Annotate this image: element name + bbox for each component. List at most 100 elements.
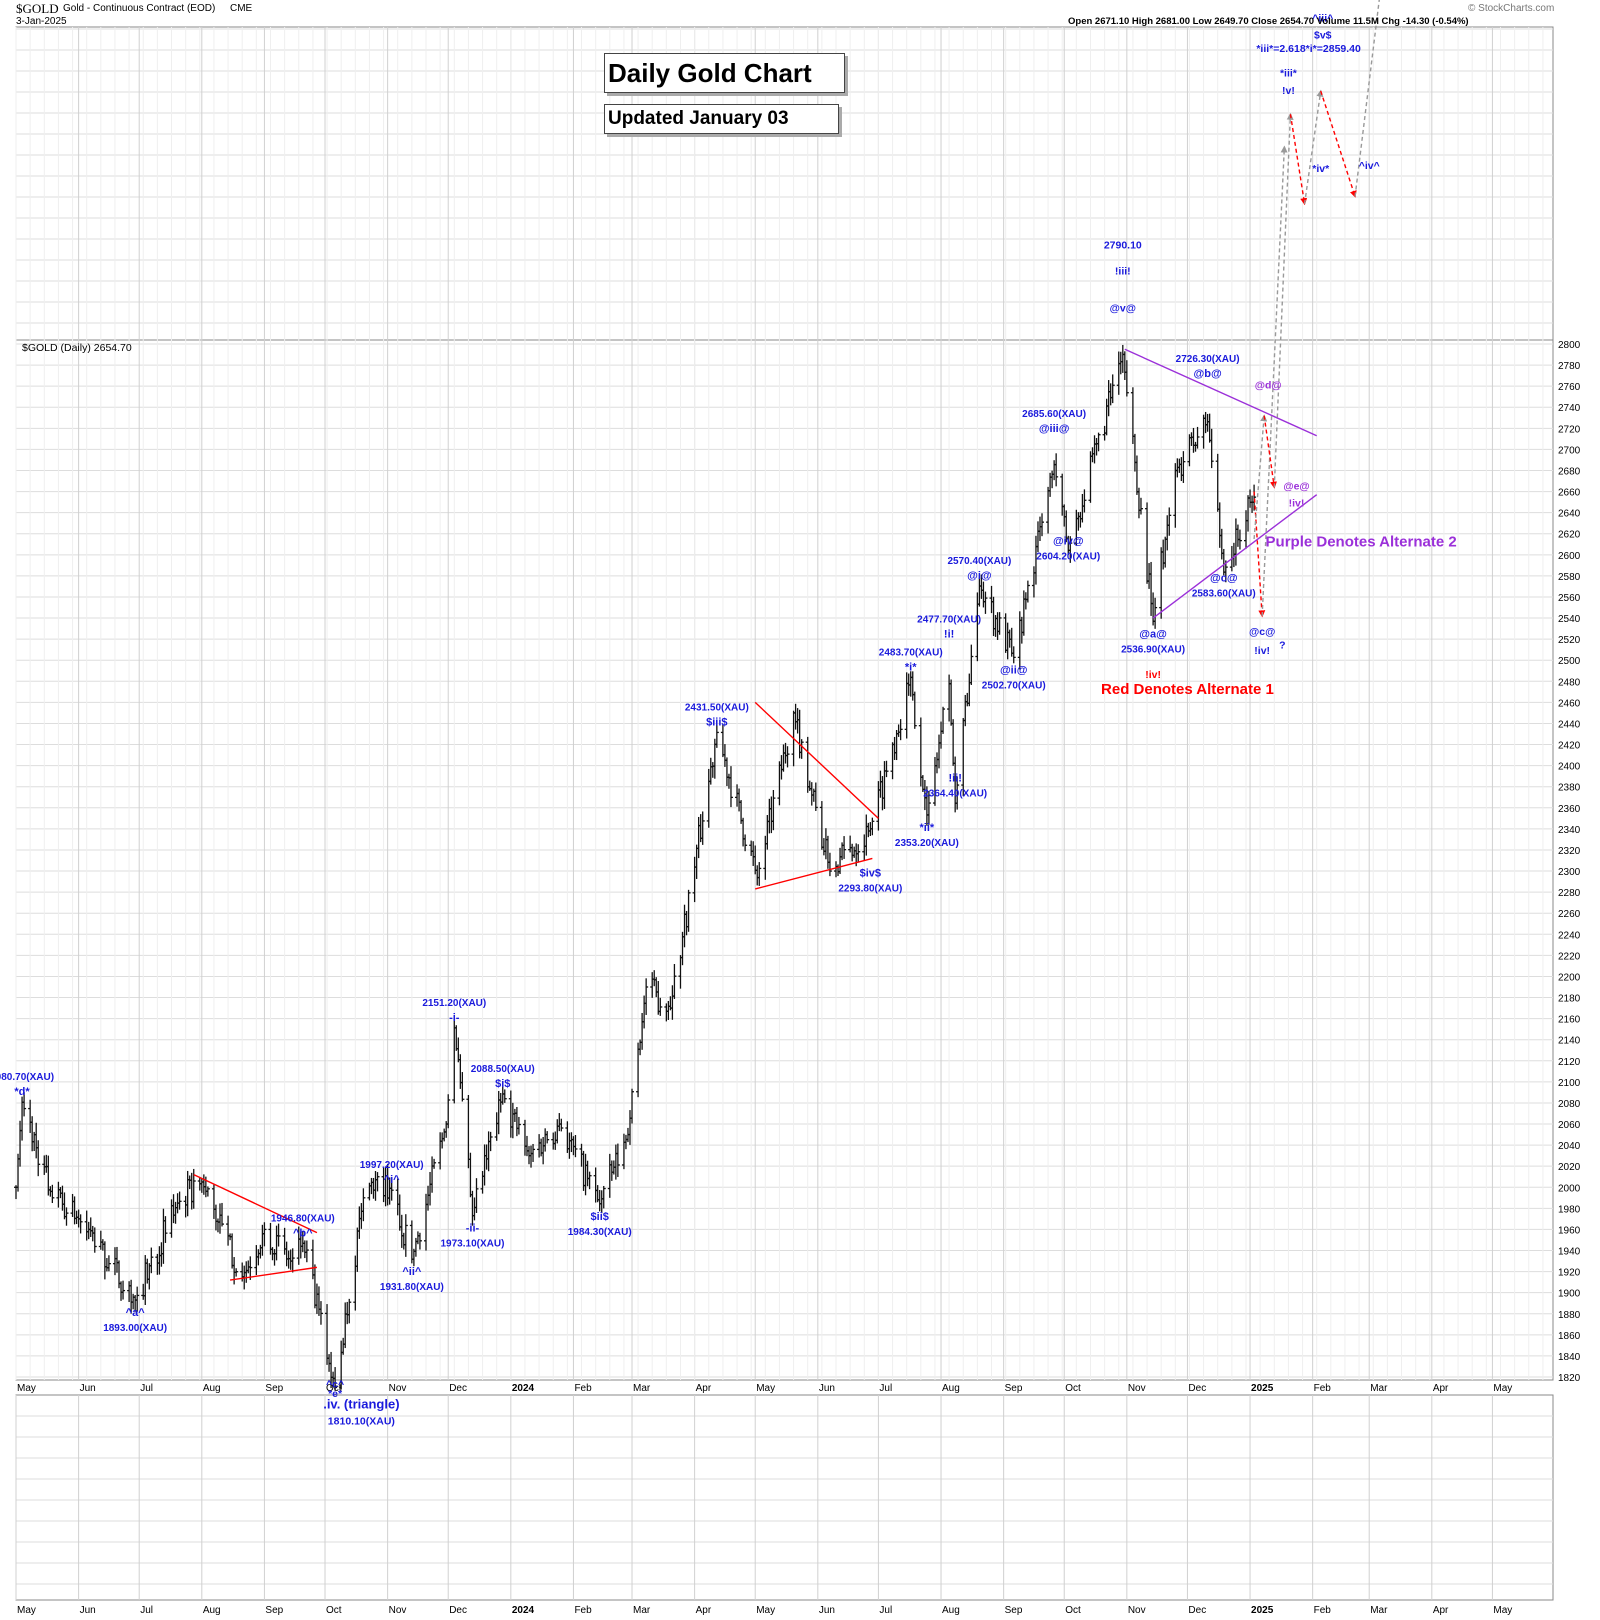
x-tick-label-lower: Dec [1188, 1605, 1206, 1616]
y-tick-label: 2760 [1558, 382, 1581, 393]
alternate-annotation: Purple Denotes Alternate 2 [1266, 533, 1457, 550]
y-tick-label: 2640 [1558, 509, 1581, 520]
wave-label-extra: ? [1279, 640, 1285, 652]
x-tick-label: Feb [574, 1383, 592, 1394]
wave-label-extra: *iii*=2.618*i*=2859.40 [1256, 43, 1361, 55]
y-tick-label: 2080 [1558, 1099, 1581, 1110]
x-tick-label-lower: Feb [1314, 1605, 1332, 1616]
wave-label: *ii* [920, 822, 935, 834]
x-tick-label-lower: Oct [1065, 1605, 1081, 1616]
x-tick-label-lower: May [1493, 1605, 1512, 1616]
x-tick-label: Sep [265, 1383, 283, 1394]
x-tick-label-lower: Dec [449, 1605, 467, 1616]
wave-label: @a@ [1139, 628, 1167, 640]
x-tick-label: Jun [819, 1383, 835, 1394]
x-tick-label: Nov [1128, 1383, 1146, 1394]
trendline-red [755, 857, 873, 890]
x-tick-label: Mar [1370, 1383, 1388, 1394]
y-tick-label: 1920 [1558, 1268, 1581, 1279]
wave-value-label: 2570.40(XAU) [947, 556, 1011, 567]
y-tick-label: 2440 [1558, 719, 1581, 730]
trendline-purple [1152, 494, 1318, 619]
y-tick-label: 2320 [1558, 846, 1581, 857]
wave-value-label: 2364.40(XAU) [923, 789, 987, 800]
chart-subtitle: Updated January 03 [604, 104, 839, 134]
y-tick-label: 1840 [1558, 1352, 1581, 1363]
y-tick-label: 2020 [1558, 1162, 1581, 1173]
y-tick-label: 2460 [1558, 698, 1581, 709]
projection-arrow-grey [1261, 145, 1288, 616]
projection-arrow-grey [1273, 112, 1294, 488]
wave-label: -ii- [466, 1223, 480, 1235]
wave-label: $iii$ [706, 716, 727, 728]
wave-label-extra: !iv! [1254, 645, 1270, 657]
x-tick-label: May [756, 1383, 775, 1394]
wave-label-extra: 1810.10(XAU) [328, 1415, 395, 1427]
wave-label: $iv$ [860, 868, 881, 880]
x-tick-label: May [17, 1383, 36, 1394]
y-tick-label: 2120 [1558, 1057, 1581, 1068]
x-tick-label: Jul [140, 1383, 153, 1394]
y-tick-label: 2720 [1558, 424, 1581, 435]
header-symbol: $GOLD [16, 1, 59, 16]
projection-arrow-grey [1303, 89, 1324, 204]
header-source[interactable]: © StockCharts.com [1468, 3, 1555, 14]
x-tick-label-lower: Oct [326, 1605, 342, 1616]
chart-legend: $GOLD (Daily) 2654.70 [22, 342, 132, 354]
wave-value-label: 2604.20(XAU) [1036, 551, 1100, 562]
y-tick-label: 2660 [1558, 488, 1581, 499]
x-tick-label: 2025 [1251, 1383, 1274, 1394]
wave-label: ^b^ [293, 1227, 313, 1239]
lower-panel [15, 1394, 1554, 1601]
wave-label: @c@ [1210, 572, 1238, 584]
y-tick-label: 1860 [1558, 1331, 1581, 1342]
wave-value-label: 2088.50(XAU) [471, 1064, 535, 1075]
wave-label: *d* [14, 1086, 30, 1098]
x-tick-label-lower: Sep [1005, 1605, 1023, 1616]
y-tick-label: 2580 [1558, 572, 1581, 583]
y-tick-label: 1960 [1558, 1225, 1581, 1236]
wave-label-extra: ^iv^ [1359, 160, 1380, 172]
trendline-red [193, 1173, 318, 1234]
y-tick-label: 2360 [1558, 804, 1581, 815]
x-tick-label: May [1493, 1383, 1512, 1394]
wave-value-label: 1946.80(XAU) [271, 1213, 335, 1224]
x-tick-label-lower: Jun [819, 1605, 835, 1616]
price-bars [14, 344, 1257, 1391]
y-tick-label: 2300 [1558, 867, 1581, 878]
y-tick-label: 2620 [1558, 530, 1581, 541]
y-tick-label: 1980 [1558, 1204, 1581, 1215]
wave-label: @i@ [967, 570, 992, 582]
wave-label-extra: ^c^ [326, 1379, 344, 1391]
y-tick-label: 2700 [1558, 445, 1581, 456]
x-tick-label-lower: Jun [80, 1605, 96, 1616]
wave-label: ^a^ [126, 1307, 146, 1319]
x-tick-label-lower: Apr [696, 1605, 712, 1616]
wave-value-label: 2080.70(XAU) [0, 1072, 54, 1083]
y-tick-label: 2800 [1558, 340, 1581, 351]
y-tick-label: 2220 [1558, 951, 1581, 962]
price-panel [15, 26, 1554, 1381]
y-tick-label: 2740 [1558, 403, 1581, 414]
wave-label-extra: *iv* [1312, 163, 1330, 175]
y-tick-label: 2680 [1558, 466, 1581, 477]
x-tick-label-lower: Mar [1370, 1605, 1388, 1616]
x-tick-label: Apr [696, 1383, 712, 1394]
y-tick-label: 1820 [1558, 1373, 1581, 1384]
wave-label: @iii@ [1039, 423, 1070, 435]
y-tick-label: 2260 [1558, 909, 1581, 920]
wave-value-label: 1931.80(XAU) [380, 1282, 444, 1293]
wave-label: ^i^ [384, 1174, 400, 1186]
projection-arrow-red [1289, 114, 1308, 206]
trendline-red [754, 701, 879, 819]
projection-arrow-red [1263, 415, 1277, 489]
y-tick-label: 2520 [1558, 635, 1581, 646]
wave-value-label: 2477.70(XAU) [917, 614, 981, 625]
x-tick-label: Dec [449, 1383, 467, 1394]
x-tick-label: Nov [389, 1383, 407, 1394]
wave-value-label: 1997.20(XAU) [360, 1160, 424, 1171]
alternate-annotation: Red Denotes Alternate 1 [1101, 681, 1274, 698]
wave-label-extra: !iv! [1145, 669, 1161, 681]
wave-value-label: 2431.50(XAU) [685, 702, 749, 713]
